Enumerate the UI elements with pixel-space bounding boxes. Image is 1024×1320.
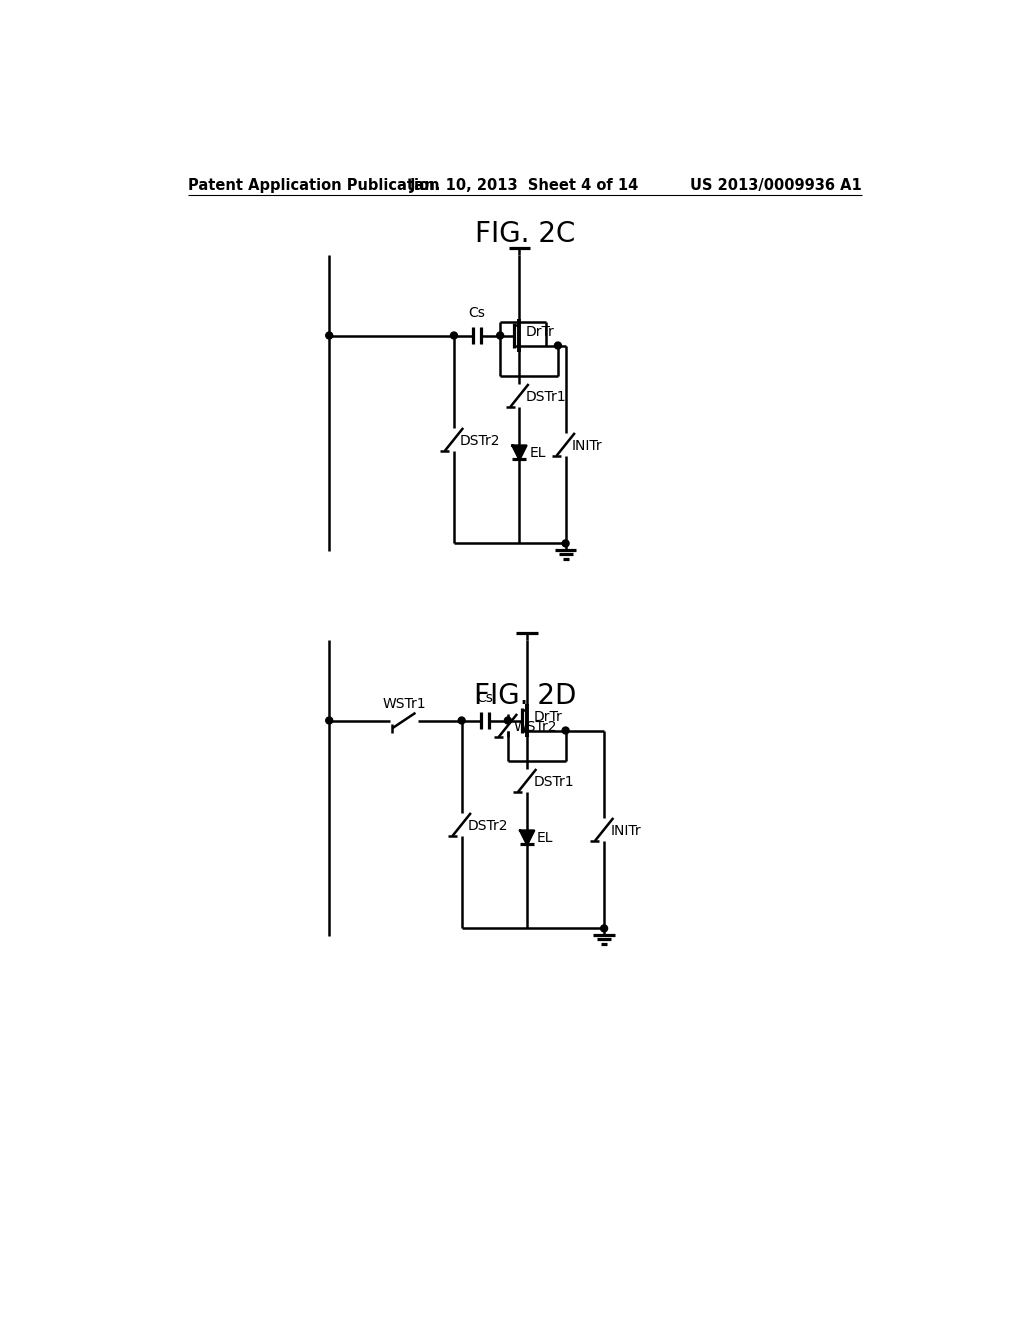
Text: Cs: Cs (476, 692, 494, 705)
Circle shape (458, 717, 465, 723)
Circle shape (505, 717, 511, 723)
Text: Jan. 10, 2013  Sheet 4 of 14: Jan. 10, 2013 Sheet 4 of 14 (411, 178, 639, 193)
Text: FIG. 2C: FIG. 2C (474, 220, 575, 248)
Circle shape (562, 727, 569, 734)
Text: DSTr1: DSTr1 (525, 391, 566, 404)
Text: Cs: Cs (469, 306, 485, 321)
Text: WSTr2: WSTr2 (514, 719, 557, 734)
Text: DSTr2: DSTr2 (460, 434, 501, 447)
Text: WSTr1: WSTr1 (382, 697, 426, 711)
Circle shape (562, 540, 569, 546)
Text: INITr: INITr (571, 440, 602, 453)
Circle shape (326, 717, 333, 723)
Text: US 2013/0009936 A1: US 2013/0009936 A1 (690, 178, 862, 193)
Circle shape (497, 333, 504, 339)
Text: EL: EL (529, 446, 546, 459)
Text: EL: EL (538, 830, 554, 845)
Circle shape (601, 925, 607, 932)
Text: DrTr: DrTr (525, 326, 554, 339)
Text: FIG. 2D: FIG. 2D (474, 682, 575, 710)
Text: DSTr2: DSTr2 (468, 818, 508, 833)
Text: DrTr: DrTr (534, 710, 562, 725)
Circle shape (326, 333, 333, 339)
Polygon shape (512, 446, 526, 459)
Polygon shape (520, 830, 535, 845)
Text: DSTr1: DSTr1 (534, 775, 573, 789)
Text: INITr: INITr (610, 824, 641, 838)
Text: Patent Application Publication: Patent Application Publication (188, 178, 440, 193)
Circle shape (451, 333, 458, 339)
Circle shape (554, 342, 561, 348)
